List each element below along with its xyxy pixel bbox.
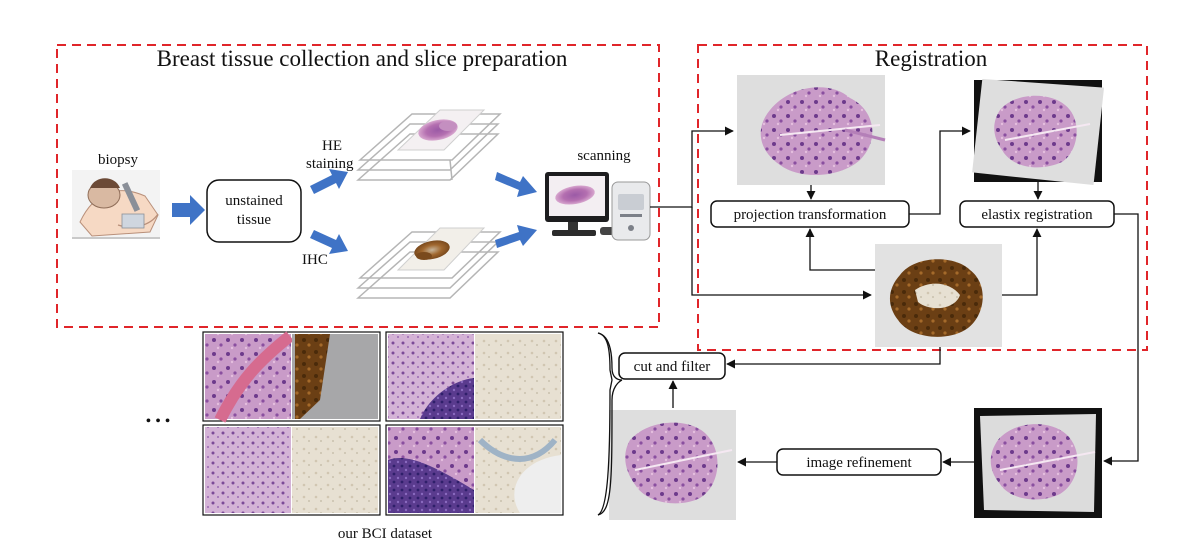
blue-arrow-biopsy [172,195,205,225]
ellipsis: • • • [146,413,171,430]
unstained-label-line1: unstained [225,193,283,209]
cut-and-filter-box [618,352,726,380]
arrow-projection-to-projected [909,126,971,215]
dataset-brace [597,332,623,516]
ihc-image [875,244,1002,347]
ihc-label: IHC [302,252,328,268]
collection-section-box [56,44,660,328]
registration-section-box [697,44,1148,351]
scanner-computer [545,172,651,241]
collection-section-title: Breast tissue collection and slice prepa… [157,46,568,71]
image-refinement-label: image refinement [806,455,912,471]
registration-section-title: Registration [875,46,988,71]
blue-arrow-he [310,169,348,194]
unstained-label-line2: tissue [237,212,272,228]
arrow-scanner-to-he [650,126,734,208]
he-image-projected [972,78,1105,186]
arrow-scanner-to-ihc [691,207,872,300]
dataset-tile-4 [385,424,564,516]
scanning-label: scanning [577,148,631,164]
arrow-elastix-to-refined [1103,213,1139,466]
elastix-registration-label: elastix registration [981,207,1093,223]
unstained-tissue-box [206,179,302,243]
dataset-tile-3 [202,424,381,516]
he-image-registered [974,408,1102,518]
dataset-tile-1 [202,331,381,423]
blue-arrow-slide-ihc-to-scanner [495,225,537,248]
patient-illustration [72,170,160,239]
biopsy-label: biopsy [98,152,139,168]
he-image-original [737,75,886,185]
blue-arrow-ihc [310,230,348,254]
cut-and-filter-label: cut and filter [634,359,711,375]
dataset-tile-2 [385,331,564,422]
he-label-line2: staining [306,156,354,172]
blue-arrow-slide-he-to-scanner [495,172,537,197]
glass-slide-he [356,109,502,181]
he-image-refined [609,410,736,520]
projection-transformation-label: projection transformation [734,207,887,223]
arrow-ihc-to-elastix [1002,228,1042,296]
glass-slide-ihc [356,227,502,299]
arrow-ihc-to-cut [726,347,941,369]
he-label-line1: HE [322,138,342,154]
dataset-label: our BCI dataset [338,526,433,542]
arrow-ihc-to-projection [805,228,875,271]
